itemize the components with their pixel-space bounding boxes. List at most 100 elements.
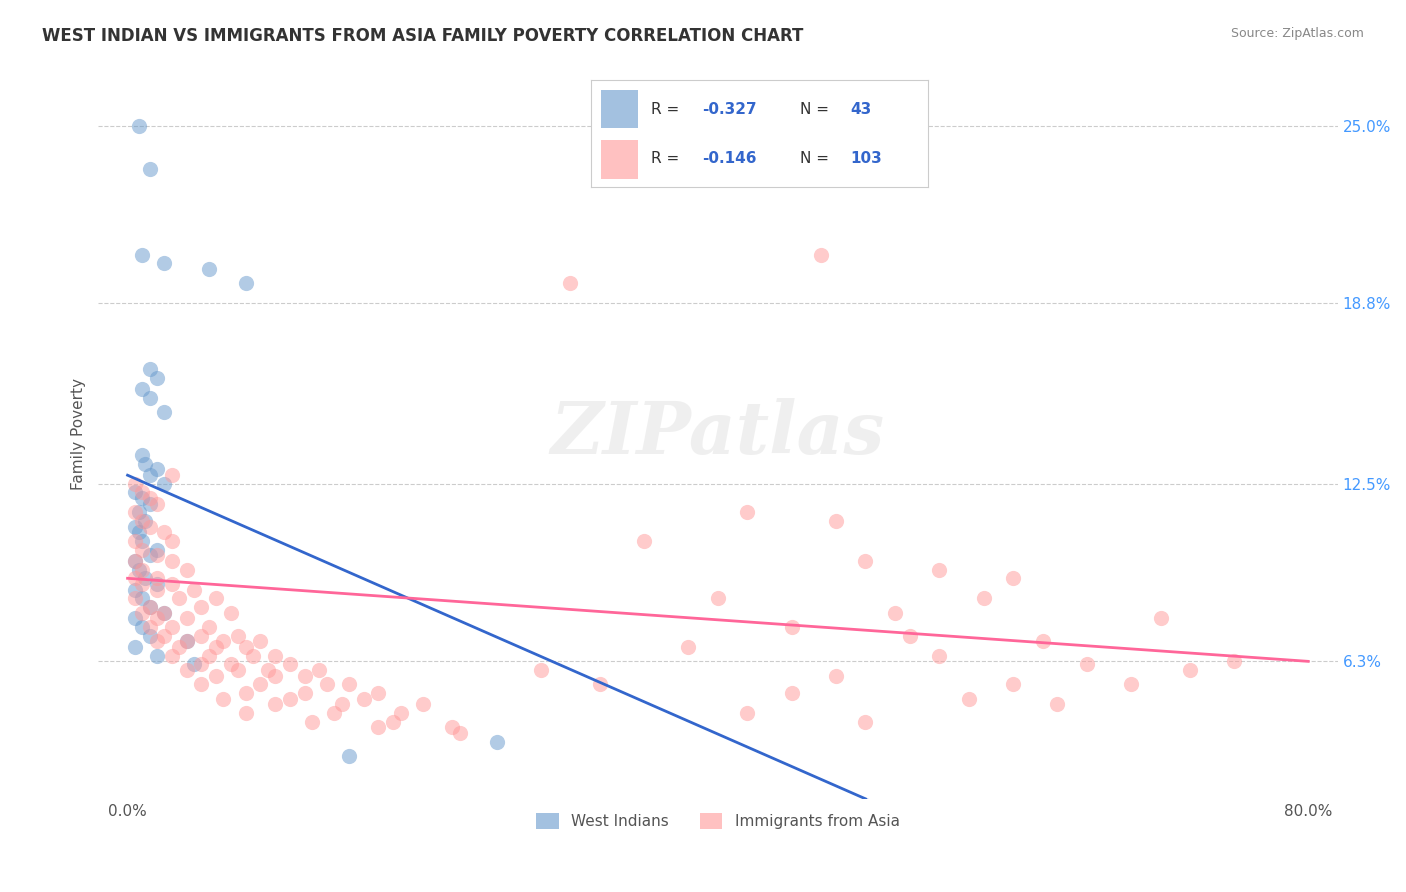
Text: N =: N = [800, 151, 834, 166]
Point [190, 657, 212, 672]
Point [1076, 657, 1098, 672]
Point [131, 448, 153, 462]
Point [160, 468, 183, 483]
Point [146, 571, 169, 585]
Point [131, 591, 153, 606]
Point [278, 691, 301, 706]
Point [825, 514, 848, 528]
Point [957, 691, 980, 706]
Point [256, 663, 278, 677]
Point [138, 491, 160, 505]
Point [134, 514, 156, 528]
Point [124, 554, 146, 568]
Point [131, 485, 153, 500]
Point [153, 606, 176, 620]
Point [308, 663, 330, 677]
Point [197, 648, 219, 663]
Point [337, 677, 360, 691]
Point [810, 248, 832, 262]
Point [780, 620, 803, 634]
Point [190, 677, 212, 691]
Point [131, 577, 153, 591]
Point [1046, 698, 1069, 712]
Point [294, 686, 316, 700]
Point [176, 663, 198, 677]
Point [928, 563, 950, 577]
Point [205, 591, 228, 606]
Point [212, 691, 235, 706]
Point [330, 698, 353, 712]
Point [235, 706, 257, 720]
Point [226, 663, 249, 677]
Point [146, 462, 169, 476]
Point [264, 668, 287, 682]
Point [124, 611, 146, 625]
Point [855, 714, 877, 729]
Point [124, 640, 146, 654]
Point [128, 505, 150, 519]
Point [124, 534, 146, 549]
Point [249, 677, 271, 691]
Point [183, 657, 205, 672]
Point [441, 720, 464, 734]
Point [138, 599, 160, 614]
Point [176, 634, 198, 648]
Point [219, 606, 242, 620]
Point [1150, 611, 1173, 625]
Point [367, 720, 389, 734]
Point [138, 161, 160, 176]
Point [131, 534, 153, 549]
Point [367, 686, 389, 700]
Point [294, 668, 316, 682]
Point [412, 698, 434, 712]
Point [183, 582, 205, 597]
Point [124, 591, 146, 606]
Point [160, 648, 183, 663]
Point [389, 706, 412, 720]
Point [1002, 571, 1025, 585]
Point [138, 391, 160, 405]
Text: Source: ZipAtlas.com: Source: ZipAtlas.com [1230, 27, 1364, 40]
Point [138, 629, 160, 643]
Point [278, 657, 301, 672]
Point [146, 634, 169, 648]
Point [884, 606, 907, 620]
Point [898, 629, 921, 643]
Point [212, 634, 235, 648]
Point [382, 714, 405, 729]
Point [928, 648, 950, 663]
Point [530, 663, 553, 677]
Point [131, 491, 153, 505]
Point [205, 640, 228, 654]
Text: 43: 43 [851, 102, 872, 117]
Point [124, 582, 146, 597]
Point [825, 668, 848, 682]
Point [153, 256, 176, 270]
Point [153, 476, 176, 491]
Point [124, 520, 146, 534]
Point [737, 505, 759, 519]
Point [242, 648, 264, 663]
Point [138, 549, 160, 563]
Point [190, 629, 212, 643]
Bar [600, 140, 638, 178]
Point [176, 563, 198, 577]
Point [678, 640, 700, 654]
Text: 103: 103 [851, 151, 882, 166]
Point [160, 554, 183, 568]
Point [124, 485, 146, 500]
Text: WEST INDIAN VS IMMIGRANTS FROM ASIA FAMILY POVERTY CORRELATION CHART: WEST INDIAN VS IMMIGRANTS FROM ASIA FAMI… [42, 27, 804, 45]
Legend: West Indians, Immigrants from Asia: West Indians, Immigrants from Asia [530, 806, 905, 835]
Point [134, 457, 156, 471]
Point [1223, 654, 1246, 668]
Point [160, 577, 183, 591]
Point [190, 599, 212, 614]
Point [138, 620, 160, 634]
Point [138, 468, 160, 483]
Point [146, 582, 169, 597]
Point [855, 554, 877, 568]
Point [337, 748, 360, 763]
Point [160, 534, 183, 549]
Point [138, 520, 160, 534]
Point [131, 514, 153, 528]
